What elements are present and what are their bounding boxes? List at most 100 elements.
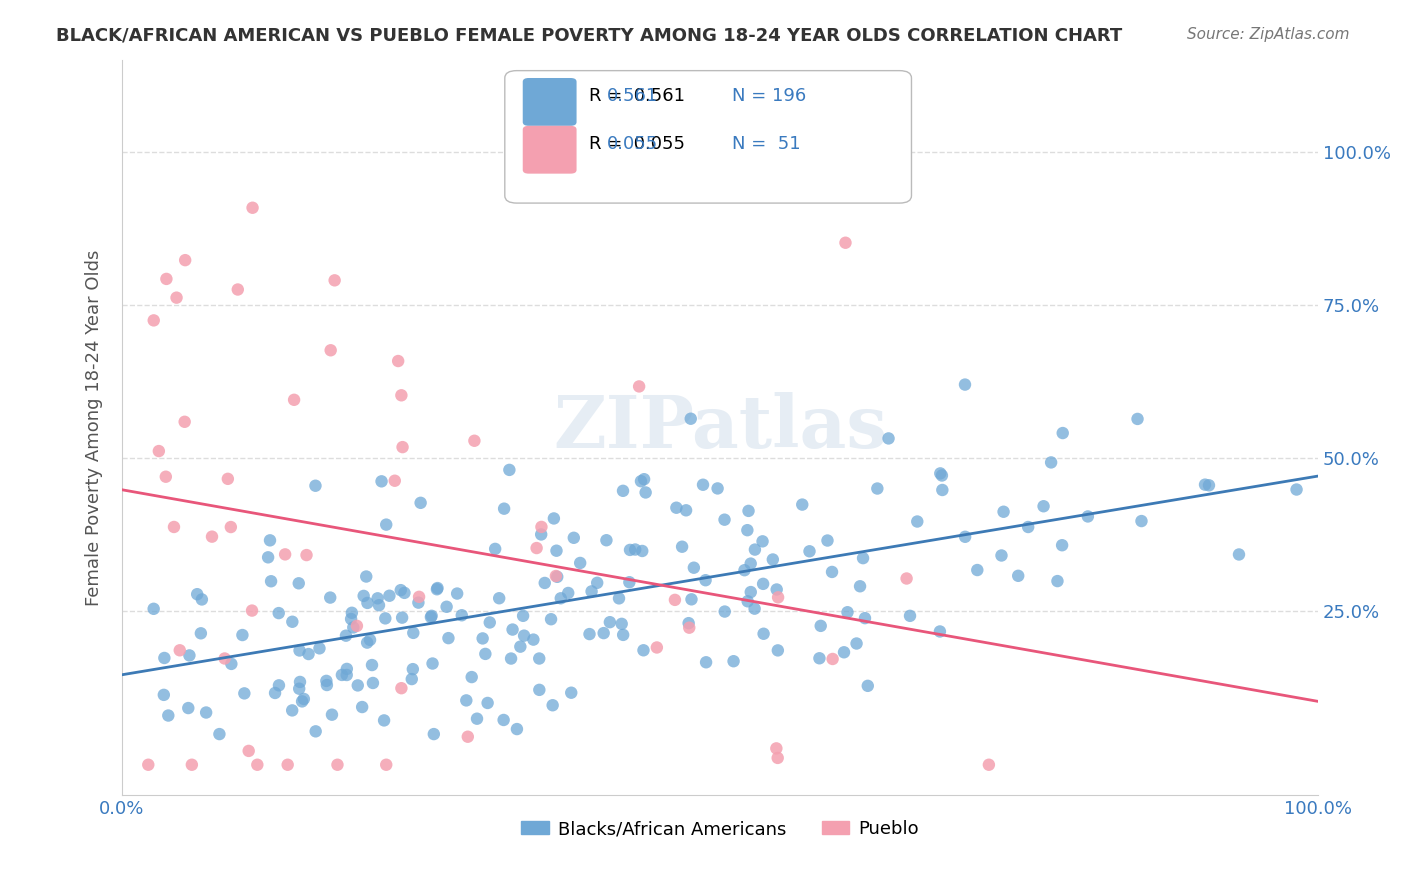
Point: [928, 624, 950, 639]
Point: [1052, 425, 1074, 440]
Point: [219, 520, 242, 534]
Point: [257, 550, 280, 565]
Point: [624, 542, 647, 557]
Point: [288, 643, 311, 657]
Point: [633, 472, 655, 486]
Point: [426, 581, 449, 595]
Text: N = 196: N = 196: [733, 87, 806, 105]
Point: [898, 608, 921, 623]
Point: [367, 591, 389, 606]
Point: [195, 706, 218, 720]
Point: [374, 611, 396, 625]
Point: [849, 579, 872, 593]
Point: [267, 678, 290, 692]
Point: [752, 577, 775, 591]
Point: [612, 628, 634, 642]
Point: [546, 543, 568, 558]
Point: [692, 477, 714, 491]
Point: [166, 291, 188, 305]
Point: [423, 727, 446, 741]
Point: [630, 474, 652, 488]
Point: [856, 679, 879, 693]
Point: [267, 606, 290, 620]
Text: N =  51: N = 51: [733, 136, 800, 153]
Point: [190, 626, 212, 640]
Point: [1198, 478, 1220, 492]
Point: [437, 631, 460, 645]
Point: [378, 589, 401, 603]
Point: [1126, 412, 1149, 426]
Point: [808, 651, 831, 665]
Point: [990, 549, 1012, 563]
Point: [353, 589, 375, 603]
Point: [297, 647, 319, 661]
Point: [713, 513, 735, 527]
FancyBboxPatch shape: [505, 70, 911, 203]
Point: [456, 693, 478, 707]
Point: [478, 615, 501, 630]
Point: [260, 574, 283, 589]
Point: [323, 273, 346, 287]
Point: [679, 411, 702, 425]
Y-axis label: Female Poverty Among 18-24 Year Olds: Female Poverty Among 18-24 Year Olds: [86, 249, 103, 606]
Point: [578, 627, 600, 641]
Point: [740, 585, 762, 599]
Point: [506, 722, 529, 736]
Point: [288, 681, 311, 696]
Point: [387, 354, 409, 368]
Point: [671, 540, 693, 554]
Point: [877, 432, 900, 446]
Point: [530, 520, 553, 534]
Point: [837, 605, 859, 619]
Point: [546, 570, 568, 584]
Point: [751, 534, 773, 549]
Point: [530, 527, 553, 541]
Point: [304, 479, 326, 493]
Point: [191, 592, 214, 607]
Point: [931, 483, 953, 497]
Point: [342, 620, 364, 634]
Point: [682, 560, 704, 574]
Point: [408, 590, 430, 604]
Point: [287, 576, 309, 591]
Point: [484, 541, 506, 556]
Point: [512, 608, 534, 623]
Point: [368, 599, 391, 613]
Point: [977, 757, 1000, 772]
Point: [264, 686, 287, 700]
Point: [409, 496, 432, 510]
Point: [375, 517, 398, 532]
Point: [426, 582, 449, 597]
Point: [792, 498, 814, 512]
Point: [544, 569, 567, 583]
Point: [852, 551, 875, 566]
Point: [810, 619, 832, 633]
Point: [389, 583, 412, 598]
Point: [471, 632, 494, 646]
Point: [326, 757, 349, 772]
Point: [853, 611, 876, 625]
Point: [446, 586, 468, 600]
Point: [541, 698, 564, 713]
Point: [352, 700, 374, 714]
Point: [319, 591, 342, 605]
Point: [308, 641, 330, 656]
Point: [529, 651, 551, 665]
Point: [557, 586, 579, 600]
Point: [155, 469, 177, 483]
Point: [550, 591, 572, 606]
Point: [361, 676, 384, 690]
Point: [174, 253, 197, 268]
Point: [560, 686, 582, 700]
Point: [634, 485, 657, 500]
Point: [834, 235, 856, 250]
Point: [422, 657, 444, 671]
Point: [832, 645, 855, 659]
Point: [465, 712, 488, 726]
Text: 0.055: 0.055: [606, 136, 658, 153]
Point: [744, 542, 766, 557]
Point: [737, 504, 759, 518]
Point: [765, 741, 787, 756]
Point: [356, 596, 378, 610]
Point: [319, 343, 342, 358]
